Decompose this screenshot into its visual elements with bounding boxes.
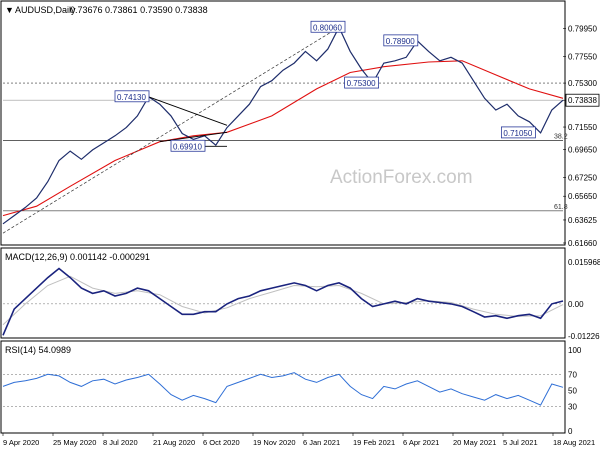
price-annotation-box (383, 34, 419, 47)
macd-layer: 0.015968 0.00 -0.01226 (2, 258, 600, 341)
x-tick-label: 19 Nov 2020 (253, 438, 296, 447)
triangle-upper-line (148, 96, 228, 126)
price-panel-symbol: AUDUSD,Daily (15, 5, 76, 15)
x-tick-label: 18 Aug 2021 (553, 438, 595, 447)
macd-signal-line (2, 275, 564, 326)
price-tick-label: 0.63625 (568, 216, 597, 225)
x-tick-label: 6 Apr 2021 (403, 438, 439, 447)
price-annotation-label: 0.71050 (503, 129, 532, 138)
rsi-layer: 100 70 50 30 0 (2, 346, 582, 436)
price-annotation-box (310, 20, 346, 33)
price-panel-frame (0, 0, 566, 246)
price-tick-label: 0.75300 (568, 79, 597, 88)
rsi-panel-title: RSI(14) 54.0989 (5, 345, 71, 355)
price-annotation-label: 0.69910 (173, 142, 202, 151)
price-tick-label: 0.65650 (568, 192, 597, 201)
price-annotation-box (170, 139, 206, 152)
fib-label: 61.8 (554, 204, 568, 211)
x-tick-label: 25 May 2020 (53, 438, 96, 447)
price-line (2, 25, 564, 225)
price-tick-label: 0.67250 (568, 173, 597, 182)
rsi-tick-label: 70 (568, 370, 577, 379)
rsi-panel-frame (0, 340, 566, 434)
x-tick-label: 9 Apr 2020 (3, 438, 39, 447)
rsi-tick-label: 50 (568, 387, 577, 396)
x-tick-label: 20 May 2021 (453, 438, 496, 447)
x-tick-label: 6 Jan 2021 (303, 438, 340, 447)
x-tick-label: 21 Aug 2020 (153, 438, 195, 447)
rsi-tick-label: 100 (568, 346, 582, 355)
macd-tick-label: 0.015968 (568, 258, 600, 267)
price-axis: 0.79950 0.77550 0.75300 0.73838 0.71550 0.696… (3, 25, 600, 248)
rsi-tick-label: 30 (568, 403, 577, 412)
price-tick-label: 0.77550 (568, 53, 597, 62)
price-tick-label: 0.79950 (568, 25, 597, 34)
price-annotation-box (500, 126, 536, 139)
rising-trendline (2, 26, 340, 234)
price-panel-ohlc: 0.73676 0.73861 0.73590 0.73838 (70, 5, 208, 15)
price-panel-header-icon: ▼ (5, 5, 14, 15)
price-annotation-label: 0.74130 (117, 93, 146, 102)
price-annotation-label: 0.80060 (313, 23, 342, 32)
moving-average-line (2, 60, 564, 217)
x-tick-label: 19 Feb 2021 (353, 438, 395, 447)
price-annotation-label: 0.78900 (386, 37, 415, 46)
price-tick-label: 0.69650 (568, 145, 597, 154)
macd-tick-label: 0.00 (568, 300, 584, 309)
price-annotations: 0.80060 0.78900 0.75300 0.74130 0.69910 0.710… (114, 20, 536, 152)
price-annotation-label: 0.75300 (347, 79, 376, 88)
macd-panel-title: MACD(12,26,9) 0.001142 -0.000291 (5, 252, 150, 262)
price-annotation-box (344, 76, 380, 89)
x-tick-label: 5 Jul 2021 (503, 438, 538, 447)
x-tick-label: 6 Oct 2020 (203, 438, 240, 447)
fib-label: 38.2 (554, 134, 568, 141)
macd-tick-label: -0.01226 (568, 332, 600, 341)
rsi-line (2, 372, 564, 406)
watermark: ActionForex.com (330, 167, 473, 188)
price-tick-label: 0.61660 (568, 239, 597, 248)
price-tick-label: 0.71550 (568, 123, 597, 132)
x-axis: 9 Apr 2020 25 May 2020 8 Jul 2020 21 Aug 20… (2, 433, 595, 447)
price-tick-label: 0.73838 (568, 96, 597, 105)
macd-line (2, 267, 564, 336)
x-tick-label: 8 Jul 2020 (103, 438, 138, 447)
price-annotation-box (114, 90, 150, 103)
rsi-tick-label: 0 (568, 427, 573, 436)
